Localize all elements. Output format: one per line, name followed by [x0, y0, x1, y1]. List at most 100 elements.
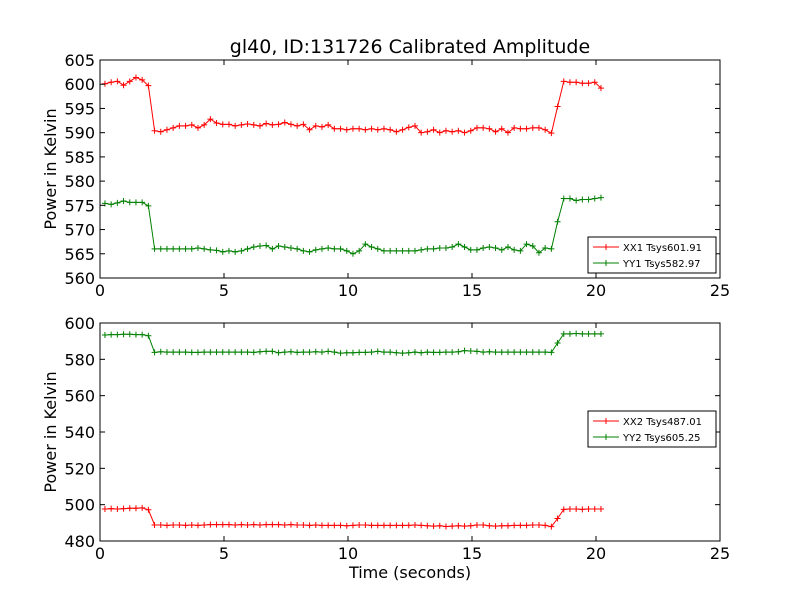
series-2: [101, 330, 604, 357]
data-point: [244, 120, 251, 127]
data-point: [411, 522, 418, 529]
data-point: [250, 243, 257, 250]
data-point: [219, 121, 226, 128]
data-point: [455, 348, 462, 355]
y-tick-label: 570: [64, 221, 95, 240]
data-point: [467, 347, 474, 354]
data-point: [548, 245, 555, 252]
data-point: [387, 247, 394, 254]
data-point: [312, 522, 319, 529]
data-point: [157, 245, 164, 252]
data-point: [194, 244, 201, 251]
y-tick-label: 565: [64, 245, 95, 264]
data-point: [492, 244, 499, 251]
data-point: [554, 218, 561, 225]
data-point: [535, 124, 542, 131]
data-point: [101, 506, 108, 513]
data-point: [126, 331, 133, 338]
data-point: [207, 521, 214, 528]
legend-label: XX2 Tsys487.01: [623, 417, 702, 428]
data-point: [145, 82, 152, 89]
data-point: [139, 199, 146, 206]
legend-marker: [603, 244, 609, 250]
data-point: [325, 522, 332, 529]
data-point: [548, 130, 555, 137]
data-point: [194, 124, 201, 131]
data-point: [548, 523, 555, 530]
data-point: [430, 349, 437, 356]
data-point: [542, 349, 549, 356]
data-point: [300, 247, 307, 254]
data-point: [362, 126, 369, 133]
data-point: [473, 124, 480, 131]
data-point: [176, 122, 183, 129]
data-point: [213, 349, 220, 356]
data-point: [325, 244, 332, 251]
data-point: [542, 244, 549, 251]
data-point: [566, 330, 573, 337]
data-point: [529, 243, 536, 250]
data-point: [461, 523, 468, 530]
data-point: [132, 199, 139, 206]
data-point: [405, 349, 412, 356]
x-tick-label: 15: [462, 544, 482, 563]
data-point: [566, 506, 573, 513]
data-point: [114, 331, 121, 338]
data-point: [449, 349, 456, 356]
data-point: [201, 522, 208, 529]
data-point: [442, 349, 449, 356]
data-point: [597, 194, 604, 201]
data-point: [343, 126, 350, 133]
data-point: [294, 349, 301, 356]
data-point: [436, 522, 443, 529]
data-point: [473, 246, 480, 253]
data-point: [374, 126, 381, 133]
data-point: [511, 522, 518, 529]
data-point: [368, 522, 375, 529]
data-point: [486, 522, 493, 529]
legend-item: YY1 Tsys582.97: [593, 259, 701, 270]
legend-marker: [603, 260, 609, 266]
data-point: [126, 505, 133, 512]
y-tick-label: 480: [64, 532, 95, 551]
x-axis-label: Time (seconds): [348, 563, 471, 582]
data-point: [356, 522, 363, 529]
ticks-layer: 0 5 10 15 20 25 560 565 570 575 580 585 590 595 600 605: [64, 51, 730, 300]
data-point: [554, 515, 561, 522]
data-point: [207, 246, 214, 253]
data-point: [579, 506, 586, 513]
data-point: [325, 348, 332, 355]
data-point: [411, 349, 418, 356]
bottom-panel: 0 5 10 15 20 25 480 500 520 540 560 580 600 Power in…: [41, 314, 730, 582]
data-point: [170, 245, 177, 252]
data-point: [325, 121, 332, 128]
data-point: [294, 122, 301, 129]
data-point: [529, 522, 536, 529]
chart-title: gl40, ID:131726 Calibrated Amplitude: [230, 36, 590, 58]
data-point: [424, 128, 431, 135]
data-point: [225, 521, 232, 528]
data-point: [430, 245, 437, 252]
data-point: [287, 244, 294, 251]
data-point: [312, 122, 319, 129]
y-tick-label: 575: [64, 196, 95, 215]
data-point: [368, 349, 375, 356]
data-point: [318, 245, 325, 252]
data-point: [225, 349, 232, 356]
y-tick-label: 560: [64, 387, 95, 406]
data-point: [201, 121, 208, 128]
data-point: [139, 76, 146, 83]
data-point: [430, 523, 437, 530]
data-point: [523, 125, 530, 132]
data-point: [467, 522, 474, 529]
data-point: [349, 349, 356, 356]
data-point: [256, 348, 263, 355]
data-point: [387, 349, 394, 356]
data-point: [387, 522, 394, 529]
data-point: [597, 330, 604, 337]
data-point: [225, 121, 232, 128]
data-point: [399, 247, 406, 254]
data-point: [504, 129, 511, 136]
data-point: [157, 522, 164, 529]
